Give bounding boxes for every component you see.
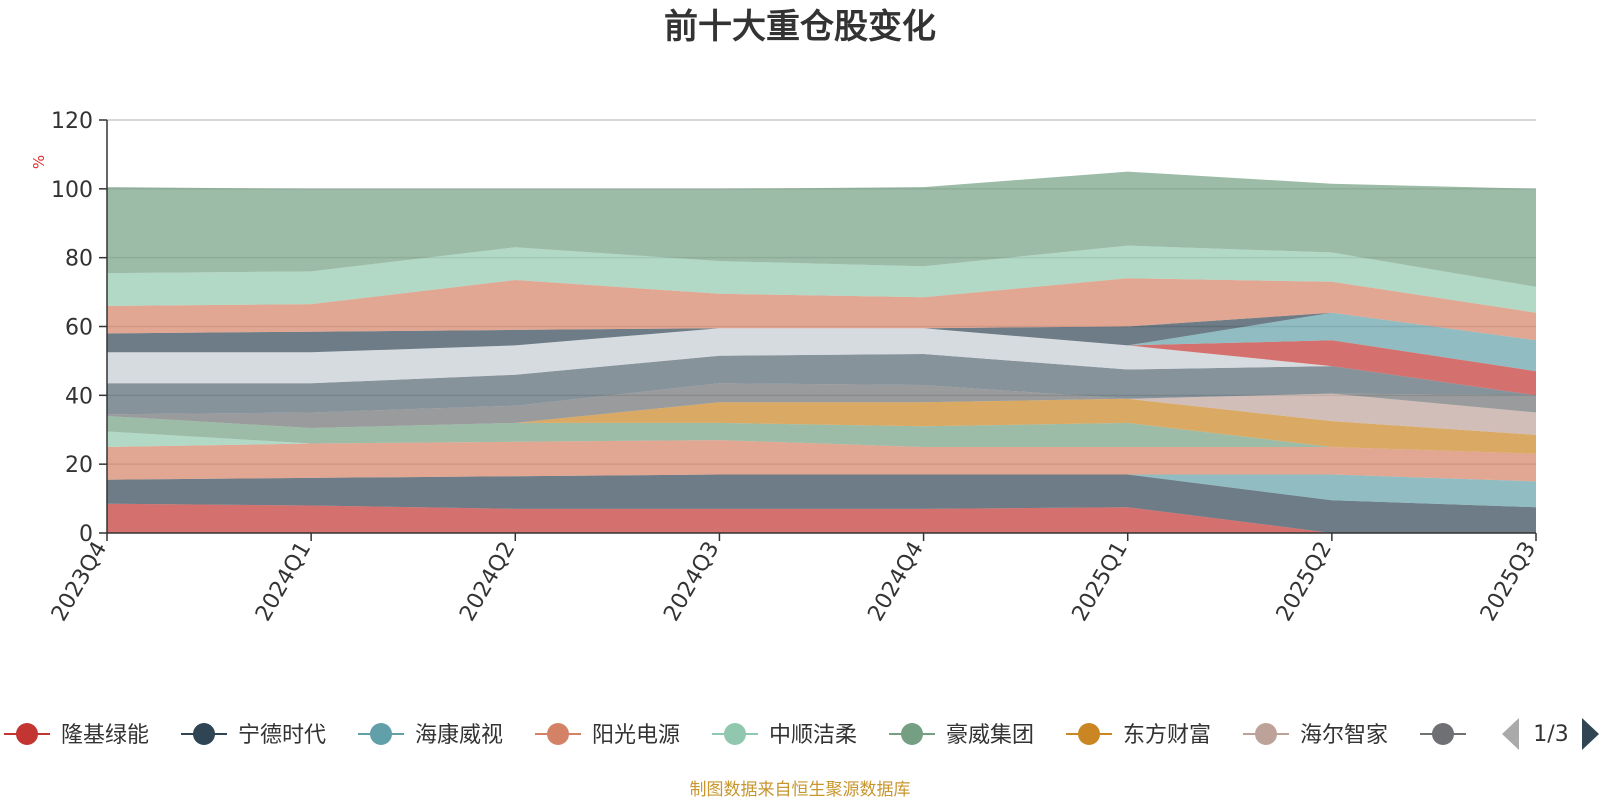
area-series xyxy=(107,278,1536,341)
legend-marker xyxy=(370,723,392,745)
chart-title: 前十大重仓股变化 xyxy=(664,7,936,47)
x-tick-label: 2024Q3 xyxy=(659,538,724,626)
y-tick-label: 40 xyxy=(65,384,93,409)
legend-item-label[interactable]: 隆基绿能 xyxy=(61,723,149,748)
legend-marker xyxy=(1078,723,1100,745)
legend-next-page-icon[interactable] xyxy=(1582,718,1599,750)
area-series xyxy=(107,171,1536,287)
y-tick-label: 100 xyxy=(51,178,93,203)
area-series xyxy=(107,398,1536,454)
legend: 1/3 隆基绿能 宁德时代 海康威视 阳光电源 中顺洁柔 豪威集团 东方财富 海尔智家 xyxy=(4,718,1599,750)
legend-item-label[interactable]: 海尔智家 xyxy=(1300,723,1388,748)
legend-marker xyxy=(16,723,38,745)
x-tick-label: 2025Q1 xyxy=(1068,538,1133,626)
area-series xyxy=(107,312,1536,372)
area-series xyxy=(107,474,1536,533)
x-tick-label: 2024Q4 xyxy=(863,538,928,626)
legend-item-label[interactable]: 豪威集团 xyxy=(946,723,1034,748)
y-tick-label: 80 xyxy=(65,247,93,272)
legend-item-label[interactable]: 中顺洁柔 xyxy=(769,723,857,748)
legend-marker xyxy=(724,723,746,745)
legend-item-label[interactable]: 阳光电源 xyxy=(592,723,680,748)
x-tick-label: 2023Q4 xyxy=(47,538,112,626)
legend-item-label[interactable]: 海康威视 xyxy=(415,723,503,748)
area-series xyxy=(107,503,1536,533)
legend-item-label[interactable]: 东方财富 xyxy=(1123,723,1211,748)
legend-marker xyxy=(1255,723,1277,745)
data-source-note: 制图数据来自恒生聚源数据库 xyxy=(690,780,911,800)
area-series xyxy=(107,312,1536,353)
y-tick-label: 120 xyxy=(51,109,93,134)
legend-marker xyxy=(547,723,569,745)
area-series xyxy=(107,440,1536,482)
x-tick-label: 2024Q2 xyxy=(455,538,520,626)
x-tick-label: 2025Q2 xyxy=(1272,538,1337,626)
legend-page-indicator: 1/3 xyxy=(1533,722,1568,747)
legend-prev-page-icon[interactable] xyxy=(1502,718,1519,750)
y-tick-label: 20 xyxy=(65,453,93,478)
legend-marker xyxy=(901,723,923,745)
area-series xyxy=(107,416,1536,454)
x-tick-label: 2025Q3 xyxy=(1476,538,1541,626)
area-series xyxy=(107,354,1536,415)
y-tick-label: 60 xyxy=(65,316,93,341)
area-series xyxy=(107,474,1536,508)
legend-item-label[interactable]: 宁德时代 xyxy=(238,723,326,748)
area-layer xyxy=(107,171,1536,533)
area-series xyxy=(107,328,1536,396)
area-series xyxy=(107,328,1536,396)
x-tick-label: 2024Q1 xyxy=(251,538,316,626)
y-axis-unit: % xyxy=(30,155,48,169)
area-series xyxy=(107,245,1536,313)
area-series xyxy=(107,393,1536,435)
legend-marker xyxy=(1432,723,1454,745)
y-tick-label: 0 xyxy=(79,522,93,547)
legend-marker xyxy=(193,723,215,745)
area-series xyxy=(107,383,1536,428)
